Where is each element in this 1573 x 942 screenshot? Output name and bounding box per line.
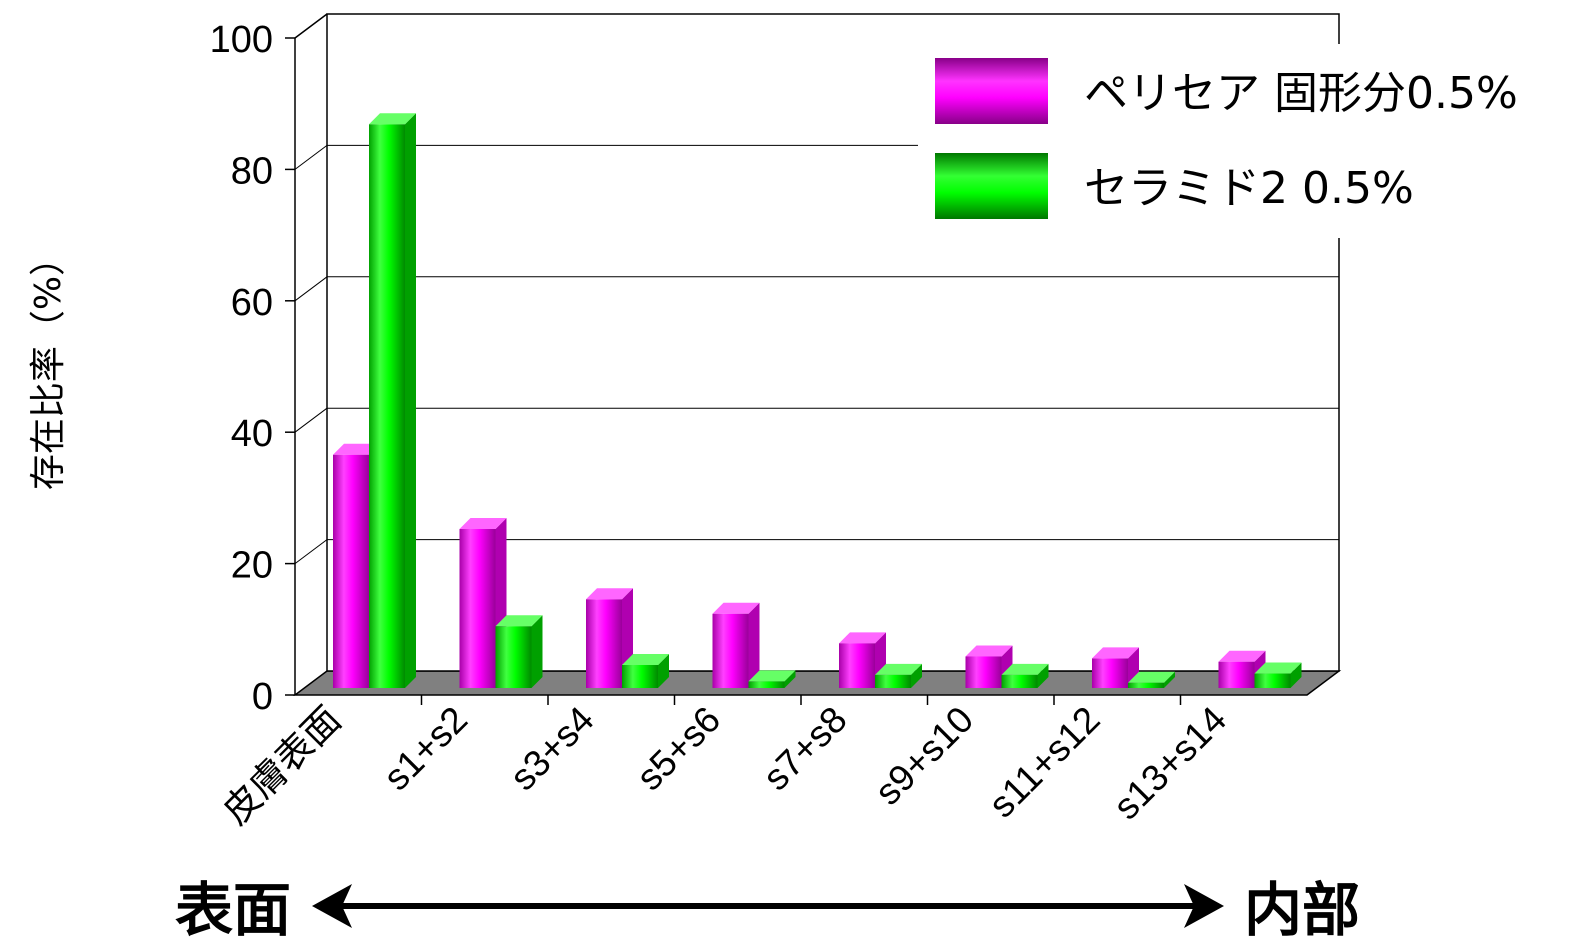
y-tick-label: 60 [231,282,273,324]
bar-series-2 [495,615,543,688]
y-axis: 0 20 40 60 80 100 [210,19,296,718]
bar-front [1001,674,1038,688]
bar-front [1254,673,1291,688]
arrow-head-right [1184,884,1224,928]
bar-series-2 [1254,662,1302,688]
arrow-head-left [312,884,352,928]
bar-side [1290,662,1302,688]
bar-top [1218,650,1266,662]
y-tick-label: 0 [252,676,273,718]
bar-front [459,529,496,688]
x-tick-label: s11+s12 [981,699,1108,826]
bar-side [658,654,669,688]
bar-series-2 [748,670,796,688]
bar-side [784,670,796,688]
bar-top [875,663,922,675]
x-tick-label: s9+s10 [867,699,981,813]
bar-front [586,599,622,688]
bar-top [622,654,669,666]
x-tick-label: s13+s14 [1106,699,1235,828]
gridline-side [294,276,328,302]
x-tick-label: 皮膚表面 [215,699,349,833]
bar-front [875,674,911,688]
bar-series-2 [622,654,669,688]
bar-front [1218,661,1255,688]
bar-side [405,113,416,688]
bar-front [839,643,875,688]
bar-top [586,588,633,600]
y-axis-title: 存在比率（%） [28,240,69,490]
bar-top [1128,671,1175,683]
bar-top [965,645,1013,657]
bar-top [459,518,507,530]
bar-front [1092,658,1128,688]
bar-series-1 [1092,647,1139,688]
bar-top [839,632,886,644]
bar-top [333,443,380,455]
bar-side [1164,671,1175,688]
x-tick-label: s1+s2 [376,699,476,799]
y-tick-label: 20 [231,545,273,587]
bar-front [1128,682,1164,688]
bar-series-2 [369,113,416,688]
bar-top [1254,662,1302,674]
direction-arrow: 表面 内部 [175,876,1360,942]
bar-series-1 [586,588,633,688]
x-tick-label: s5+s6 [629,699,729,799]
bar-side [911,663,922,688]
bar-front [965,656,1002,688]
bar-side [531,615,543,688]
y-tick-label: 80 [231,150,273,192]
bar-series-2 [875,663,922,688]
direction-right-label: 内部 [1244,876,1360,942]
gridline-side [294,407,328,433]
bar-front [369,124,405,688]
bar-side [748,602,760,688]
y-tick-label: 100 [210,19,273,61]
legend-label-series-1: ペリセア 固形分0.5% [1084,68,1518,119]
bar-top [1001,663,1049,675]
bar-front [622,665,658,688]
gridline-side [294,13,328,39]
legend-label-series-2: セラミド2 0.5% [1084,163,1414,214]
x-tick-label: s3+s4 [502,699,602,799]
bar-top [1092,647,1139,659]
gridline-side [294,539,328,564]
bar-front [495,626,532,688]
x-axis-labels: 皮膚表面 s1+s2 s3+s4 s5+s6 s7+s8 s9+s10 s11+s12s13… [215,699,1234,833]
legend-swatch-series-1 [935,58,1048,124]
bar-front [333,454,369,688]
bar-side [1037,663,1049,688]
bar-series-1 [712,602,760,688]
bars [333,113,1302,705]
legend: ペリセア 固形分0.5% セラミド2 0.5% [918,44,1568,238]
bar-front [748,681,785,688]
floor [292,670,1342,696]
gridline-side [294,144,328,170]
bar-top [495,615,543,627]
bar-top [712,602,760,614]
bar-series-2 [1128,671,1175,688]
bar-top [369,113,416,125]
bar-series-2 [1001,663,1049,688]
bar-top [748,670,796,682]
legend-swatch-series-2 [935,153,1048,219]
bar-front [712,613,749,688]
x-tick-label: s7+s8 [755,699,855,799]
direction-left-label: 表面 [175,876,291,942]
y-tick-label: 40 [231,413,273,455]
bar-series-1 [839,632,886,688]
